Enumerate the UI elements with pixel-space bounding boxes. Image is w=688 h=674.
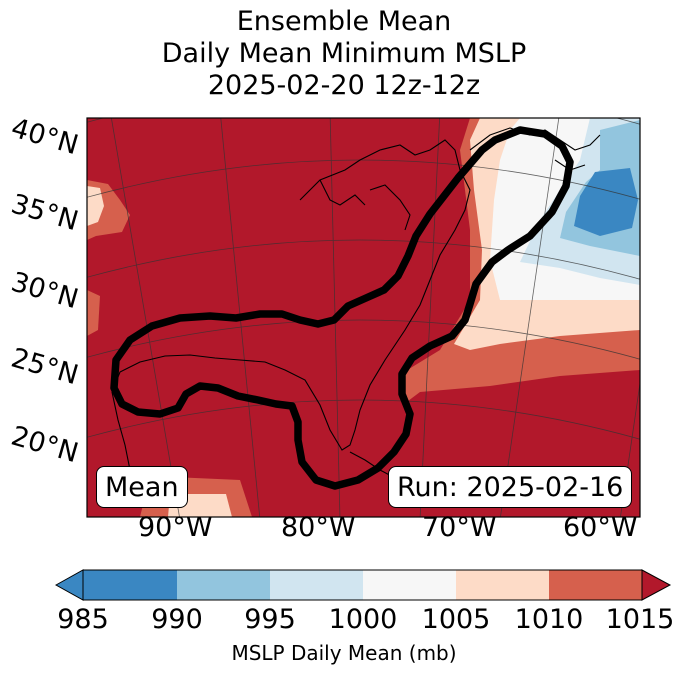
- colorbar-swatch-1010: [549, 570, 642, 600]
- title-line-3: 2025-02-20 12z-12z: [207, 70, 481, 101]
- colorbar-extend-high: [641, 569, 672, 601]
- colorbar-tick-1000: 1000: [328, 604, 398, 635]
- title-line-2: Daily Mean Minimum MSLP: [161, 38, 527, 69]
- colorbar: [54, 569, 672, 601]
- pressure-field-1010-west-2: [87, 290, 100, 336]
- colorbar-extend-low: [54, 569, 84, 601]
- colorbar-swatch-990: [177, 570, 270, 600]
- mean-label-box: Mean: [96, 466, 188, 508]
- colorbar-swatch-995: [270, 570, 363, 600]
- colorbar-swatch-1005: [456, 570, 549, 600]
- highlight-contour: [110, 126, 574, 490]
- colorbar-tick-1005: 1005: [421, 604, 491, 635]
- colorbar-tick-990: 990: [151, 604, 203, 635]
- colorbar-label: MSLP Daily Mean (mb): [231, 641, 457, 665]
- lon-label-80w: 80°W: [281, 512, 356, 543]
- colorbar-tick-1010: 1010: [514, 604, 584, 635]
- colorbar-swatch-1000: [363, 570, 456, 600]
- colorbar-swatch-985: [83, 570, 177, 600]
- title-line-1: Ensemble Mean: [236, 6, 452, 37]
- lon-label-70w: 70°W: [422, 512, 497, 543]
- colorbar-frame: [82, 569, 643, 601]
- lon-label-60w: 60°W: [563, 512, 638, 543]
- lon-label-90w: 90°W: [138, 512, 213, 543]
- map-panel: [87, 118, 640, 517]
- coastlines: [111, 127, 601, 501]
- run-date-box: Run: 2025-02-16: [388, 466, 633, 508]
- colorbar-tick-985: 985: [57, 604, 109, 635]
- map-frame: [86, 117, 641, 518]
- colorbar-tick-1015: 1015: [605, 604, 675, 635]
- colorbar-tick-995: 995: [244, 604, 296, 635]
- graticule: [87, 118, 640, 517]
- pressure-field-985: [574, 168, 638, 236]
